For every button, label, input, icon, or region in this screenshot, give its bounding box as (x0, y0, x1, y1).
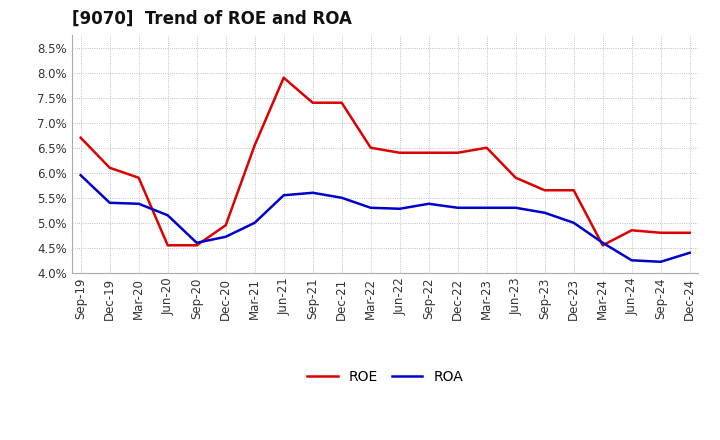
ROA (366, 205, 375, 210)
ROE (657, 230, 665, 235)
ROE (598, 242, 607, 248)
ROE (76, 135, 85, 140)
ROA (424, 201, 433, 206)
ROE (541, 187, 549, 193)
ROA (657, 259, 665, 264)
ROE (424, 150, 433, 155)
ROE (135, 175, 143, 180)
ROA (627, 258, 636, 263)
ROA (221, 234, 230, 239)
ROA (76, 172, 85, 178)
ROE (251, 143, 259, 148)
ROE (192, 242, 201, 248)
ROE (163, 242, 172, 248)
ROE (221, 223, 230, 228)
ROA (511, 205, 520, 210)
ROA (395, 206, 404, 211)
ROA (308, 190, 317, 195)
ROE (308, 100, 317, 105)
ROA (454, 205, 462, 210)
ROA (570, 220, 578, 225)
ROA (192, 240, 201, 246)
ROA (163, 213, 172, 218)
ROA (279, 193, 288, 198)
ROE (279, 75, 288, 81)
ROE (685, 230, 694, 235)
Legend: ROE, ROA: ROE, ROA (302, 364, 469, 389)
ROE (454, 150, 462, 155)
Line: ROA: ROA (81, 175, 690, 262)
ROE (105, 165, 114, 170)
ROE (627, 227, 636, 233)
ROE (511, 175, 520, 180)
ROA (251, 220, 259, 225)
ROA (105, 200, 114, 205)
Line: ROE: ROE (81, 78, 690, 245)
ROA (135, 201, 143, 206)
ROE (338, 100, 346, 105)
ROE (570, 187, 578, 193)
ROA (338, 195, 346, 200)
ROE (366, 145, 375, 150)
ROA (541, 210, 549, 216)
ROA (598, 240, 607, 246)
ROE (395, 150, 404, 155)
ROA (482, 205, 491, 210)
ROA (685, 250, 694, 256)
ROE (482, 145, 491, 150)
Text: [9070]  Trend of ROE and ROA: [9070] Trend of ROE and ROA (72, 10, 352, 28)
